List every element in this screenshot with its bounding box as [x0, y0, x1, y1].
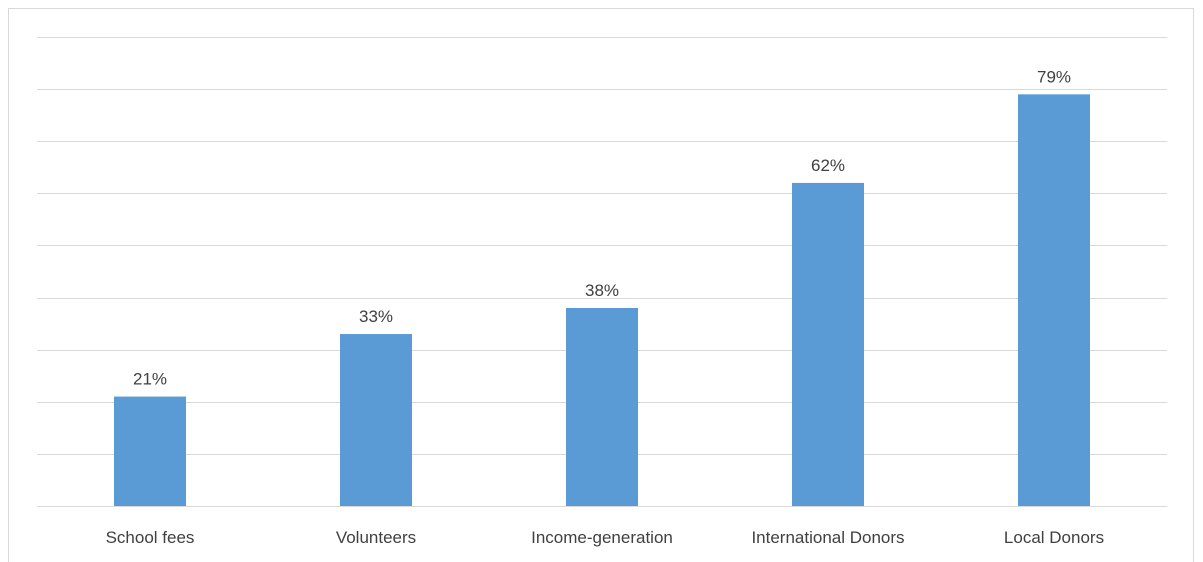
x-tick-label: Local Donors — [1004, 528, 1104, 547]
bars — [114, 94, 1090, 507]
x-tick-label: International Donors — [751, 528, 904, 547]
bar-international-donors — [792, 182, 864, 506]
data-label: 38% — [585, 281, 619, 300]
x-axis-tick-labels: School fees Volunteers Income-generation In… — [106, 528, 1105, 547]
data-labels: 21% 33% 38% 62% 79% — [133, 67, 1071, 388]
bar-volunteers — [340, 334, 412, 506]
x-tick-label: Volunteers — [336, 528, 416, 547]
x-tick-label: School fees — [106, 528, 195, 547]
bar-income-generation — [566, 307, 638, 506]
x-tick-label: Income-generation — [531, 528, 673, 547]
data-label: 62% — [811, 156, 845, 175]
data-label: 21% — [133, 370, 167, 389]
bar-local-donors — [1018, 94, 1090, 507]
data-label: 33% — [359, 307, 393, 326]
chart-frame — [8, 8, 1194, 562]
data-label: 79% — [1037, 67, 1071, 86]
bar-school-fees — [114, 396, 186, 506]
